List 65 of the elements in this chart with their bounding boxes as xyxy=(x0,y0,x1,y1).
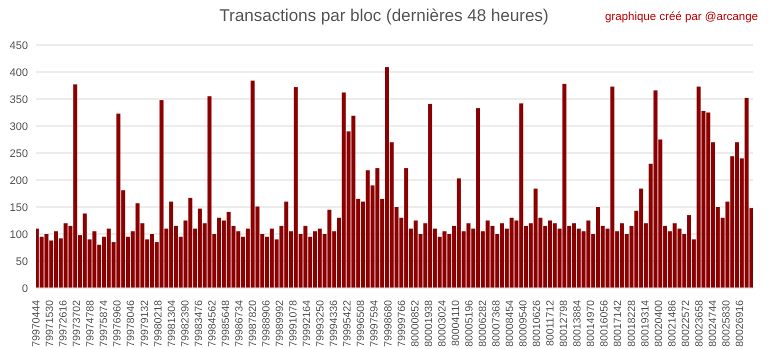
x-tick-label: 79985648 xyxy=(220,300,232,347)
y-tick-label: 350 xyxy=(10,94,28,106)
x-tick-label: 79983476 xyxy=(192,300,205,347)
x-tick-label: 79981304 xyxy=(166,300,178,347)
x-tick-label: 79996508 xyxy=(355,300,368,347)
x-tick-label: 80019314 xyxy=(639,300,652,347)
x-tick-label: 79986734 xyxy=(233,300,246,347)
x-tick-label: 80008454 xyxy=(504,300,516,347)
x-tick-label: 79994336 xyxy=(328,300,340,347)
x-tick-label: 80025830 xyxy=(720,300,732,347)
y-tick-label: 450 xyxy=(10,40,28,52)
x-tick-label: 80006282 xyxy=(476,300,489,347)
y-tick-label: 150 xyxy=(10,202,28,214)
x-tick-label: 79970444 xyxy=(30,300,43,347)
x-tick-label: 79991078 xyxy=(288,300,300,347)
x-tick-label: 79976960 xyxy=(112,300,124,347)
x-tick-label: 79997594 xyxy=(368,300,381,347)
y-tick-label: 50 xyxy=(16,256,28,268)
x-tick-label: 79998680 xyxy=(382,300,394,347)
x-tick-label: 80011712 xyxy=(544,300,557,346)
x-tick-label: 79980218 xyxy=(152,300,164,347)
x-tick-label: 80000852 xyxy=(409,300,422,347)
x-tick-label: 80026916 xyxy=(734,300,746,347)
y-tick-label: 300 xyxy=(10,120,28,133)
x-tick-label: 80012798 xyxy=(558,300,570,347)
x-tick-label: 80018228 xyxy=(626,300,638,347)
x-tick-label: 79993250 xyxy=(314,300,327,347)
x-tick-label: 80013884 xyxy=(572,300,584,347)
x-tick-label: 79978046 xyxy=(125,300,138,347)
x-tick-label: 80001938 xyxy=(422,300,435,347)
x-tick-label: 80022572 xyxy=(680,300,692,347)
x-tick-label: 79973702 xyxy=(71,300,84,347)
y-tick-label: 400 xyxy=(10,66,28,79)
x-tick-label: 80014970 xyxy=(585,300,598,347)
x-tick-label: 80020400 xyxy=(652,300,665,347)
x-tick-label: 80004110 xyxy=(450,300,462,346)
x-tick-label: 79982390 xyxy=(179,300,192,347)
y-tick-label: 200 xyxy=(10,174,28,187)
x-tick-label: 79984562 xyxy=(206,300,218,347)
x-tick-label: 79987820 xyxy=(246,300,259,347)
y-tick-label: 0 xyxy=(22,282,28,295)
x-tick-label: 80003024 xyxy=(436,300,448,347)
x-tick-label: 80007368 xyxy=(490,300,502,347)
x-tick-label: 79971530 xyxy=(44,300,56,347)
x-tick-label: 79974788 xyxy=(84,300,97,347)
x-tick-label: 80016056 xyxy=(598,300,611,347)
y-tick-label: 100 xyxy=(10,228,28,241)
x-tick-label: 80017142 xyxy=(612,300,624,347)
x-tick-label: 79975874 xyxy=(98,300,110,347)
y-tick-label: 250 xyxy=(10,148,28,160)
x-tick-label: 79972616 xyxy=(58,300,70,347)
x-tick-label: 79979132 xyxy=(138,300,151,347)
x-tick-label: 80023658 xyxy=(693,300,706,347)
x-tick-label: 79992164 xyxy=(301,300,314,347)
x-tick-label: 80009540 xyxy=(518,300,530,347)
x-tick-label: 80010626 xyxy=(531,300,544,347)
x-tick-label: 80024744 xyxy=(706,300,719,347)
x-tick-label: 80005196 xyxy=(463,300,476,347)
chart-title: Transactions par bloc (dernières 48 heures) xyxy=(219,6,549,25)
x-tick-label: 79989992 xyxy=(274,300,286,347)
x-tick-label: 79988906 xyxy=(260,300,273,347)
x-tick-label: 80021486 xyxy=(666,300,678,347)
x-tick-label: 79999766 xyxy=(396,300,408,347)
x-tick-label: 79995422 xyxy=(342,300,354,347)
text: graphique créé par @arcange xyxy=(605,11,758,23)
